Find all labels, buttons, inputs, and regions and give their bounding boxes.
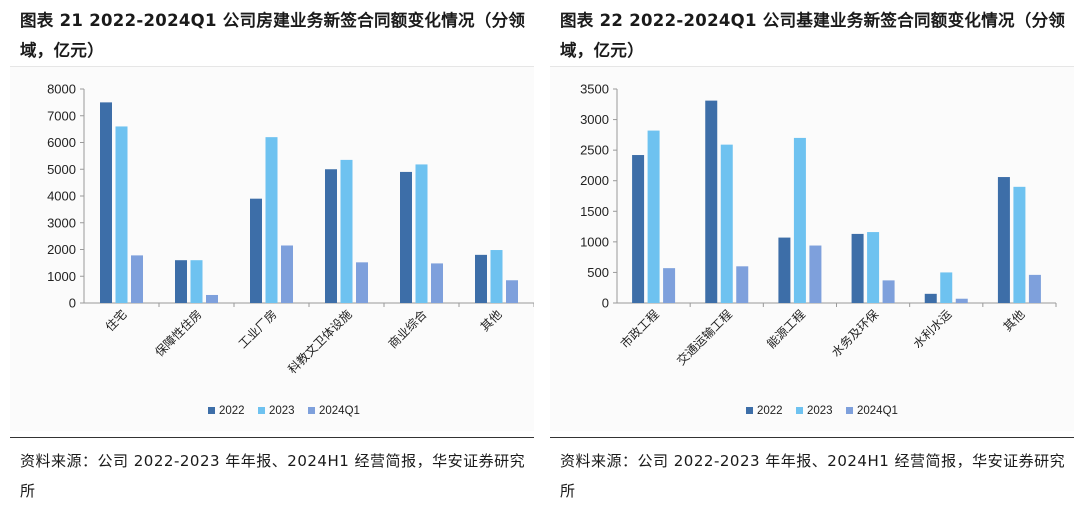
legend-label: 2023	[269, 405, 295, 417]
x-category-label: 住宅	[102, 307, 130, 335]
source-note: 资料来源：公司 2022-2023 年年报、2024H1 经营简报，华安证券研究…	[560, 452, 1066, 500]
bar-2023	[415, 164, 428, 303]
x-category-label: 保障性住房	[152, 307, 205, 360]
bar-2023	[867, 232, 880, 303]
bar-2022	[705, 100, 718, 303]
y-tick-label: 2000	[580, 173, 609, 188]
bar-2022	[851, 233, 864, 303]
bar-2023	[720, 144, 733, 303]
y-tick-label: 1000	[580, 234, 609, 249]
x-category-label: 其他	[1001, 307, 1028, 334]
legend-swatch-2024q1	[846, 407, 853, 414]
y-tick-label: 0	[69, 296, 76, 311]
y-tick-label: 4000	[47, 189, 76, 204]
y-tick-label: 3500	[580, 82, 609, 97]
y-tick-label: 1000	[47, 269, 76, 284]
legend-swatch-2023	[796, 407, 803, 414]
y-tick-label: 1500	[580, 204, 609, 219]
bar-2023	[265, 137, 278, 303]
bar-2024q1	[506, 280, 518, 303]
bar-2024q1	[206, 294, 218, 303]
bar-2022	[924, 293, 937, 303]
bar-2023	[647, 130, 660, 303]
divider	[10, 437, 534, 438]
chart-title: 图表 21 2022-2024Q1 公司房建业务新签合同额变化情况（分领域，亿元…	[20, 11, 526, 60]
bar-2022	[325, 169, 337, 303]
bar-2024q1	[131, 255, 143, 303]
bar-2022	[175, 260, 187, 303]
bar-2023	[1013, 186, 1026, 303]
legend-swatch-2024q1	[308, 407, 315, 414]
bar-2022	[778, 237, 791, 303]
bar-2022	[997, 177, 1010, 303]
y-tick-label: 7000	[47, 108, 76, 123]
y-tick-label: 3000	[47, 215, 76, 230]
x-category-label: 工业厂房	[235, 307, 280, 352]
bar-2024q1	[736, 266, 749, 303]
bar-2024q1	[1028, 274, 1041, 303]
y-tick-label: 8000	[47, 82, 76, 97]
bar-2023	[190, 260, 203, 303]
chart-area: 0 500 1000 1500 2000 2500 3000 3500 市政工程 交通运输工程 能源…	[550, 66, 1074, 431]
x-category-label: 水利水运	[911, 307, 955, 351]
bar-chart-infrastructure: 0 500 1000 1500 2000 2500 3000 3500 市政工程 交通运输工程 能源…	[580, 82, 1057, 417]
legend-swatch-2022	[746, 407, 753, 414]
x-category-label: 市政工程	[617, 307, 662, 352]
y-tick-label: 2000	[47, 242, 76, 257]
chart-title: 图表 22 2022-2024Q1 公司基建业务新签合同额变化情况（分领域，亿元…	[560, 11, 1066, 60]
legend-label: 2022	[757, 405, 783, 417]
x-category-label: 其他	[478, 307, 505, 334]
legend-label: 2023	[807, 405, 833, 417]
y-tick-label: 500	[587, 265, 609, 280]
legend-label: 2024Q1	[319, 405, 360, 417]
bar-2022	[632, 155, 645, 303]
bar-2022	[100, 102, 112, 303]
bar-chart-housing: 0 1000 2000 3000 4000 5000 6000 7000 8000 住宅 保障性住房…	[47, 82, 534, 417]
bar-2023	[940, 272, 953, 303]
bar-2022	[250, 198, 262, 303]
x-category-label: 交通运输工程	[673, 307, 735, 369]
chart-panel-housing: 图表 21 2022-2024Q1 公司房建业务新签合同额变化情况（分领域，亿元…	[8, 0, 538, 513]
bar-2023	[115, 126, 128, 303]
bar-2024q1	[809, 245, 822, 303]
chart-area: 0 1000 2000 3000 4000 5000 6000 7000 8000 住宅 保障性住房…	[10, 66, 534, 431]
bar-2023	[340, 159, 353, 303]
bar-2024q1	[356, 262, 368, 303]
legend-label: 2024Q1	[857, 405, 898, 417]
legend-swatch-2023	[258, 407, 265, 414]
legend-label: 2022	[219, 405, 245, 417]
source-note: 资料来源：公司 2022-2023 年年报、2024H1 经营简报，华安证券研究…	[20, 452, 526, 500]
y-tick-label: 5000	[47, 162, 76, 177]
bar-2022	[400, 171, 412, 303]
y-tick-label: 2500	[580, 143, 609, 158]
x-category-label: 商业综合	[385, 307, 430, 352]
y-tick-label: 0	[602, 296, 609, 311]
bar-2024q1	[955, 298, 968, 303]
bar-2024q1	[431, 263, 443, 303]
bar-2023	[490, 250, 503, 303]
bar-2024q1	[882, 280, 895, 303]
divider	[550, 437, 1074, 438]
y-tick-label: 6000	[47, 135, 76, 150]
x-category-label: 科教文卫体设施	[285, 307, 355, 377]
chart-panel-infrastructure: 图表 22 2022-2024Q1 公司基建业务新签合同额变化情况（分领域，亿元…	[548, 0, 1078, 513]
legend-swatch-2022	[208, 407, 215, 414]
y-tick-label: 3000	[580, 112, 609, 127]
x-category-label: 能源工程	[763, 307, 808, 352]
bar-2024q1	[663, 268, 676, 303]
bar-2024q1	[281, 245, 293, 303]
bar-2023	[793, 137, 806, 303]
bar-2022	[475, 254, 487, 303]
x-category-label: 水务及环保	[828, 307, 881, 360]
